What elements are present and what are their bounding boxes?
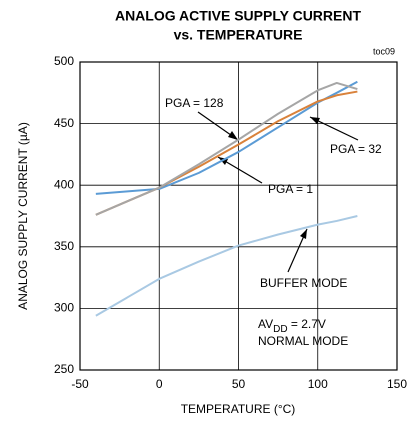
annotation: NORMAL MODE bbox=[258, 334, 348, 348]
x-axis-label: TEMPERATURE (°C) bbox=[181, 402, 296, 416]
annotation-part: AV bbox=[258, 317, 273, 331]
figure-id: toc09 bbox=[373, 46, 395, 56]
chart-title: ANALOG ACTIVE SUPPLY CURRENT bbox=[115, 8, 362, 24]
x-tick-label: 100 bbox=[308, 377, 328, 391]
y-tick-label: 350 bbox=[54, 239, 74, 253]
chart-title: vs. TEMPERATURE bbox=[174, 27, 303, 43]
y-axis-label: ANALOG SUPPLY CURRENT (µA) bbox=[16, 122, 30, 310]
series-label: PGA = 128 bbox=[165, 96, 224, 110]
x-tick-label: 0 bbox=[156, 377, 163, 391]
series-line bbox=[95, 81, 358, 216]
x-tick-label: 50 bbox=[232, 377, 246, 391]
x-tick-label: -50 bbox=[71, 377, 89, 391]
series-label: BUFFER MODE bbox=[260, 276, 347, 290]
series-line bbox=[95, 215, 358, 317]
arrow-head bbox=[300, 229, 307, 239]
y-tick-label: 250 bbox=[54, 362, 74, 376]
annotation: AVDD = 2.7V bbox=[258, 317, 326, 334]
y-tick-label: 400 bbox=[54, 177, 74, 191]
x-tick-label: 150 bbox=[387, 377, 407, 391]
annotation-part: DD bbox=[273, 324, 287, 335]
series-label: PGA = 32 bbox=[330, 142, 382, 156]
series-line bbox=[95, 80, 358, 195]
y-tick-label: 300 bbox=[54, 301, 74, 315]
plot-frame bbox=[79, 61, 398, 371]
arrow-head bbox=[310, 117, 320, 124]
y-tick-label: 500 bbox=[54, 54, 74, 68]
y-tick-label: 450 bbox=[54, 116, 74, 130]
annotation-part: = 2.7V bbox=[288, 317, 326, 331]
series-label: PGA = 1 bbox=[268, 182, 313, 196]
arrow-head bbox=[228, 131, 238, 140]
